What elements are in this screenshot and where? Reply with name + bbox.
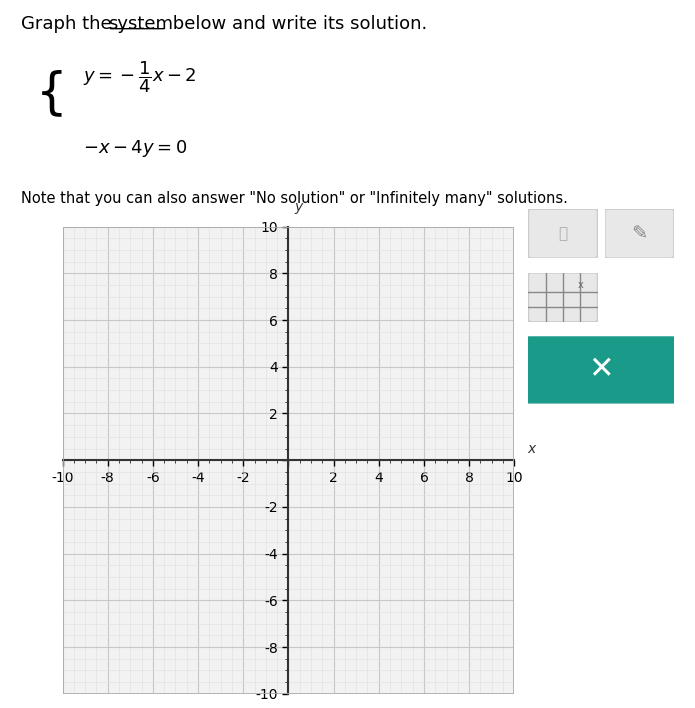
Text: y: y bbox=[294, 200, 302, 214]
FancyBboxPatch shape bbox=[528, 273, 598, 322]
Text: ✎: ✎ bbox=[631, 224, 648, 243]
FancyBboxPatch shape bbox=[528, 209, 598, 258]
Text: Graph the: Graph the bbox=[21, 15, 117, 33]
FancyBboxPatch shape bbox=[524, 337, 678, 403]
Text: ⬛: ⬛ bbox=[558, 226, 568, 241]
Text: below and write its solution.: below and write its solution. bbox=[167, 15, 427, 33]
Text: Note that you can also answer "No solution" or "Infinitely many" solutions.: Note that you can also answer "No soluti… bbox=[21, 191, 568, 206]
Text: system: system bbox=[108, 15, 173, 33]
Text: x: x bbox=[528, 442, 536, 455]
Text: ✕: ✕ bbox=[589, 355, 614, 384]
Text: $y = -\dfrac{1}{4}x - 2$: $y = -\dfrac{1}{4}x - 2$ bbox=[83, 59, 197, 95]
Text: $-x - 4y = 0$: $-x - 4y = 0$ bbox=[83, 138, 188, 159]
Text: x: x bbox=[578, 280, 583, 290]
FancyBboxPatch shape bbox=[605, 209, 674, 258]
Text: $\{$: $\{$ bbox=[35, 68, 63, 119]
